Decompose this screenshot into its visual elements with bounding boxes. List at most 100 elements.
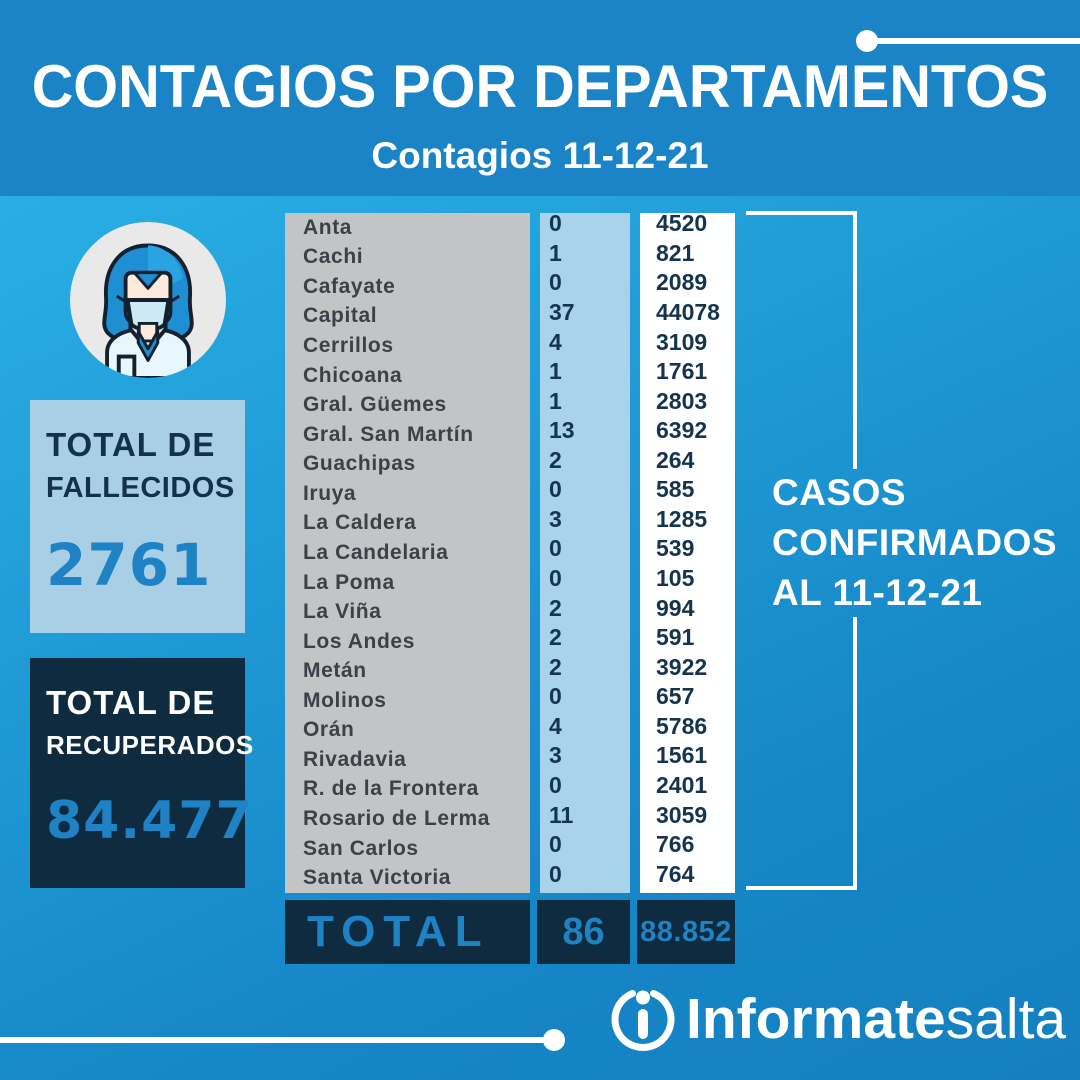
- daily-cases-value: 3: [549, 505, 562, 532]
- daily-cases-value: 4: [549, 328, 562, 355]
- header: CONTAGIOS POR DEPARTAMENTOS Contagios 11…: [0, 0, 1080, 196]
- confirmed-caption-line2: CONFIRMADOS: [772, 522, 1058, 563]
- department-name: Capital: [303, 304, 378, 328]
- daily-cases-value: 0: [549, 565, 562, 592]
- confirmed-caption-line1: CASOS: [772, 472, 907, 513]
- confirmed-cases-value: 44078: [656, 298, 720, 325]
- confirmed-cases-value: 764: [656, 860, 695, 887]
- daily-cases-value: 1: [549, 239, 562, 266]
- daily-cases-value: 37: [549, 298, 575, 325]
- confirmed-caption: CASOS CONFIRMADOS AL 11-12-21: [772, 468, 1057, 618]
- department-name: Gral. San Martín: [303, 422, 474, 446]
- brand-logo: Informatesalta: [608, 984, 1066, 1054]
- nurse-icon: [102, 243, 194, 378]
- daily-cases-value: 2: [549, 653, 562, 680]
- bracket-top-horizontal: [746, 211, 856, 215]
- recuperados-label-line2: RECUPERADOS: [46, 730, 254, 760]
- confirmed-cases-value: 264: [656, 446, 695, 473]
- daily-cases-value: 11: [549, 801, 574, 828]
- department-name: Iruya: [303, 481, 357, 505]
- recuperados-label-line1: TOTAL DE: [46, 684, 216, 721]
- fallecidos-box: TOTAL DE FALLECIDOS 2761: [30, 400, 245, 633]
- bottom-left-line: [0, 1037, 548, 1043]
- department-name: Cachi: [303, 245, 364, 269]
- bracket-bottom-vertical: [853, 617, 857, 890]
- department-name-column: Anta Cachi Cafayate Capital Cerrillos Chicoan…: [285, 213, 530, 893]
- confirmed-cases-value: 994: [656, 594, 695, 621]
- confirmed-cases-value: 1561: [656, 742, 708, 769]
- page-title: CONTAGIOS POR DEPARTAMENTOS: [31, 53, 1049, 120]
- department-name: La Caldera: [303, 511, 417, 535]
- fallecidos-value: 2761: [46, 531, 212, 599]
- total-daily-value: 86: [537, 900, 630, 964]
- logo-text-bold: Informate: [686, 987, 946, 1051]
- department-name: Gral. Güemes: [303, 393, 447, 417]
- confirmed-cases-value: 3109: [656, 328, 708, 355]
- confirmed-cases-value: 3059: [656, 801, 708, 828]
- bracket-bottom-horizontal: [746, 886, 856, 890]
- department-name: Chicoana: [303, 363, 403, 387]
- confirmed-cases-value: 105: [656, 565, 695, 592]
- confirmed-cases-value: 821: [656, 239, 695, 266]
- department-name: Orán: [303, 718, 355, 742]
- department-name: Molinos: [303, 688, 387, 712]
- confirmed-cases-value: 2401: [656, 771, 708, 798]
- confirmed-cases-value: 539: [656, 535, 695, 562]
- daily-cases-value: 13: [549, 417, 575, 444]
- daily-cases-value: 0: [549, 269, 562, 296]
- confirmed-cases-value: 5786: [656, 712, 708, 739]
- confirmed-cases-value: 591: [656, 624, 695, 651]
- avatar: [70, 222, 226, 378]
- confirmed-cases-value: 585: [656, 476, 695, 503]
- confirmed-cases-value: 2089: [656, 269, 708, 296]
- department-name: Metán: [303, 659, 367, 683]
- daily-cases-value: 0: [549, 860, 562, 887]
- recuperados-value: 84.477: [46, 791, 253, 851]
- department-name: R. de la Frontera: [303, 777, 479, 801]
- department-name: La Poma: [303, 570, 395, 594]
- bracket-top-vertical: [853, 211, 857, 469]
- total-confirmed-value: 88.852: [637, 900, 735, 964]
- department-name: Los Andes: [303, 629, 415, 653]
- page-subtitle: Contagios 11-12-21: [371, 135, 709, 176]
- confirmed-cases-value: 1285: [656, 505, 708, 532]
- department-name: Cafayate: [303, 274, 396, 298]
- confirmed-cases-value: 766: [656, 831, 695, 858]
- bottom-left-dot: [543, 1029, 565, 1051]
- recuperados-box: TOTAL DE RECUPERADOS 84.477: [30, 658, 254, 888]
- daily-cases-value: 3: [549, 742, 562, 769]
- daily-cases-column: 0 1 0 37 4 1 1 13 2 0 3 0 0 2 2 2 0 4 3 0 11 0 0: [540, 210, 630, 893]
- daily-cases-value: 0: [549, 683, 562, 710]
- logo-text-light: salta: [945, 987, 1067, 1051]
- confirmed-cases-value: 3922: [656, 653, 708, 680]
- fallecidos-label-line2: FALLECIDOS: [46, 472, 235, 504]
- top-right-dot: [856, 30, 878, 52]
- daily-cases-value: 0: [549, 771, 562, 798]
- daily-cases-value: 2: [549, 594, 562, 621]
- department-name: Rosario de Lerma: [303, 807, 490, 831]
- confirmed-cases-value: 6392: [656, 417, 708, 444]
- daily-cases-value: 2: [549, 446, 562, 473]
- info-icon: [611, 990, 675, 1051]
- daily-cases-value: 0: [549, 535, 562, 562]
- daily-cases-value: 0: [549, 210, 562, 237]
- top-right-line: [872, 38, 1080, 44]
- daily-cases-value: 1: [549, 387, 562, 414]
- daily-cases-value: 1: [549, 358, 562, 385]
- department-name: San Carlos: [303, 836, 419, 860]
- confirmed-cases-column: 4520 821 2089 44078 3109 1761 2803 6392 264 585 12…: [640, 210, 735, 893]
- confirmed-cases-value: 1761: [656, 358, 708, 385]
- department-name: Santa Victoria: [303, 866, 452, 890]
- fallecidos-label-line1: TOTAL DE: [46, 426, 216, 463]
- department-name: Anta: [303, 215, 353, 239]
- daily-cases-value: 0: [549, 476, 562, 503]
- brand-logo-text: Informatesalta: [686, 986, 1066, 1052]
- daily-cases-value: 4: [549, 712, 562, 739]
- department-name: La Candelaria: [303, 540, 449, 564]
- confirmed-cases-value: 2803: [656, 387, 708, 414]
- confirmed-cases-value: 657: [656, 683, 695, 710]
- department-name: Guachipas: [303, 452, 416, 476]
- total-label: TOTAL: [285, 900, 530, 964]
- daily-cases-value: 2: [549, 624, 562, 651]
